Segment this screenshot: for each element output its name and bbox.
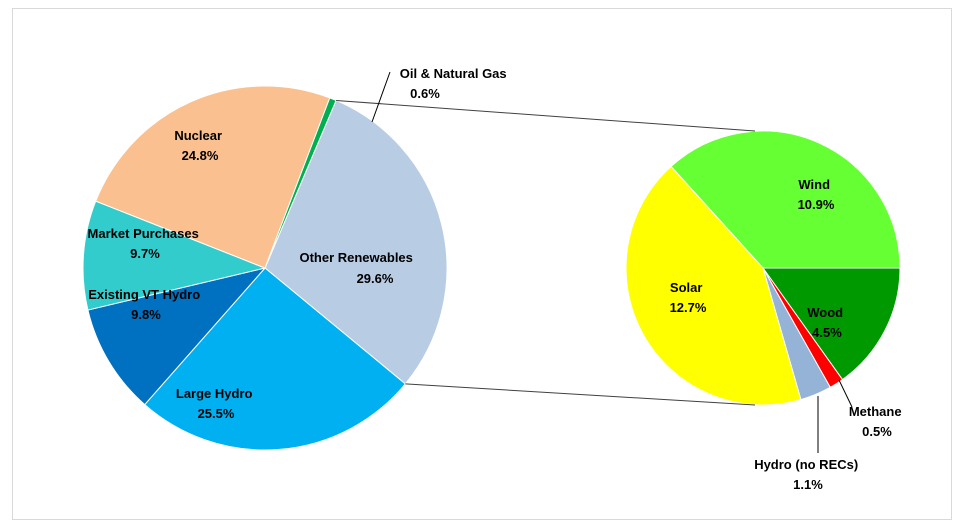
main-pie xyxy=(83,86,447,450)
value-existing-vt-hydro: 9.8% xyxy=(131,307,161,322)
connector-top xyxy=(336,100,755,131)
value-wind: 10.9% xyxy=(798,197,835,212)
value-methane: 0.5% xyxy=(862,424,892,439)
value-solar: 12.7% xyxy=(670,300,707,315)
leader-oil-gas xyxy=(372,72,390,122)
breakout-pie xyxy=(626,131,900,405)
value-hydro-no-recs: 1.1% xyxy=(793,477,823,492)
value-wood: 4.5% xyxy=(812,325,842,340)
value-market-purchases: 9.7% xyxy=(130,246,160,261)
value-other-renewables: 29.6% xyxy=(357,271,394,286)
label-hydro-no-recs: Hydro (no RECs) 1.1% xyxy=(754,457,862,492)
value-oil-natural-gas: 0.6% xyxy=(410,86,440,101)
value-large-hydro: 25.5% xyxy=(198,406,235,421)
label-methane: Methane 0.5% xyxy=(849,404,905,439)
label-oil-natural-gas: Oil & Natural Gas 0.6% xyxy=(400,66,511,101)
value-nuclear: 24.8% xyxy=(182,148,219,163)
leader-methane xyxy=(839,380,852,407)
